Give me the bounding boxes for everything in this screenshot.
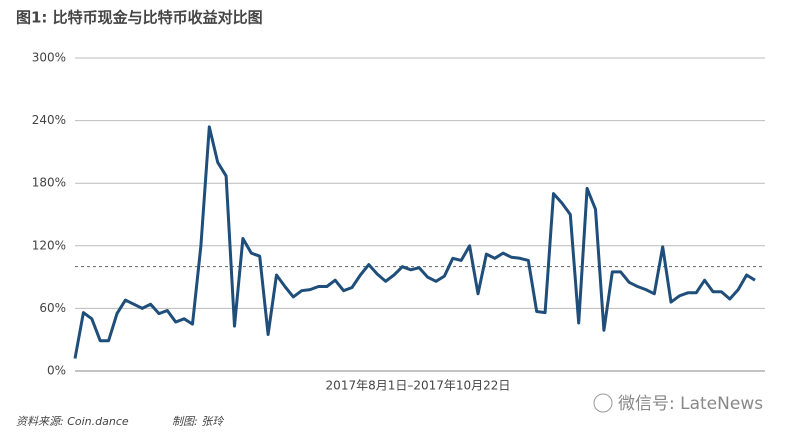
- y-tick-label: 300%: [32, 51, 66, 65]
- chart-title: 图1: 比特币现金与比特币收益对比图: [16, 9, 263, 27]
- watermark: 微信号: LateNews: [618, 394, 763, 414]
- y-tick-label: 0%: [47, 364, 66, 378]
- y-tick-label: 180%: [32, 176, 66, 190]
- y-tick-label: 60%: [39, 301, 66, 315]
- y-tick-label: 240%: [32, 113, 66, 127]
- credit: 制图: 张玲: [172, 415, 225, 428]
- y-tick-label: 120%: [32, 238, 66, 252]
- watermark-icon: [593, 393, 613, 413]
- x-axis-label: 2017年8月1日–2017年10月22日: [326, 379, 511, 393]
- source: 资料来源: Coin.dance: [16, 415, 129, 428]
- data-line: [73, 125, 756, 359]
